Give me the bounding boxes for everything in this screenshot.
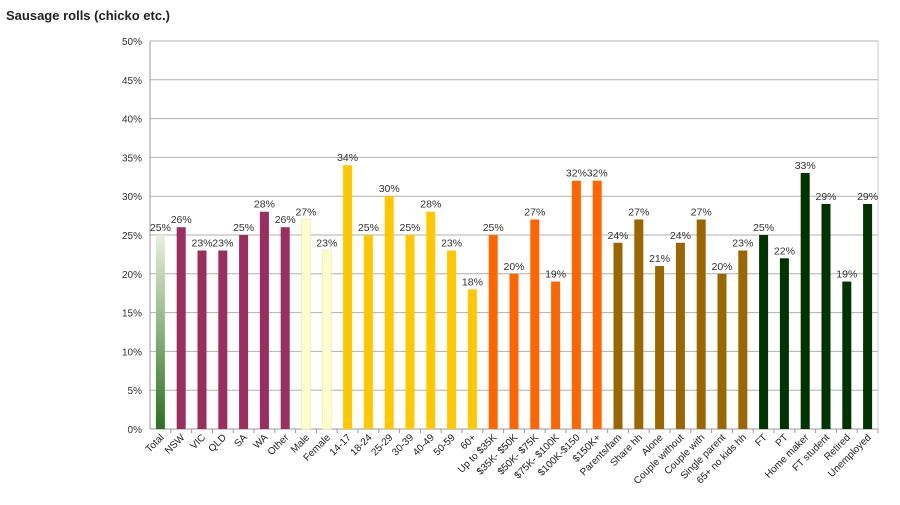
bar	[155, 235, 165, 429]
bar	[280, 227, 290, 429]
data-label: 25%	[233, 222, 254, 234]
x-tick-label: QLD	[207, 432, 229, 454]
x-tick-label: 25-29	[369, 432, 395, 458]
data-label: 24%	[607, 230, 628, 242]
data-label: 27%	[628, 206, 649, 218]
bar	[634, 219, 644, 429]
x-tick-label: NSW	[163, 432, 188, 457]
x-tick-label: Other	[266, 432, 292, 458]
bar	[821, 203, 831, 429]
x-tick-label: SA	[233, 432, 250, 449]
y-tick-label: 40%	[122, 115, 142, 126]
data-label: 28%	[420, 199, 441, 211]
bar	[384, 196, 394, 429]
data-label: 26%	[275, 214, 296, 226]
data-label: 29%	[857, 191, 878, 203]
bar	[613, 242, 623, 429]
data-label: 22%	[774, 245, 795, 257]
bar	[447, 250, 457, 429]
bar	[426, 211, 436, 429]
data-label: 25%	[399, 222, 420, 234]
data-label: 34%	[337, 152, 358, 164]
bar	[779, 258, 789, 429]
x-tick-label: 40-49	[411, 432, 437, 458]
bar	[259, 211, 269, 429]
bar	[592, 180, 602, 429]
data-label: 32%	[587, 168, 608, 180]
data-label: 28%	[254, 199, 275, 211]
data-label: 23%	[212, 238, 233, 250]
x-tick-label: 18-24	[349, 432, 375, 458]
y-tick-label: 35%	[122, 153, 142, 164]
bar	[696, 219, 706, 429]
bar	[842, 281, 852, 429]
bar	[176, 227, 186, 429]
data-label: 20%	[711, 261, 732, 273]
data-label: 33%	[795, 160, 816, 172]
data-label: 23%	[732, 238, 753, 250]
bar	[509, 273, 519, 429]
bar	[218, 250, 228, 429]
bar	[863, 203, 873, 429]
y-tick-label: 25%	[122, 231, 142, 242]
data-label: 24%	[670, 230, 691, 242]
bar	[759, 235, 769, 429]
data-label: 27%	[295, 206, 316, 218]
bar	[800, 172, 810, 430]
y-tick-label: 45%	[122, 76, 142, 87]
data-label: 29%	[815, 191, 836, 203]
y-tick-label: 30%	[122, 192, 142, 203]
data-label: 20%	[503, 261, 524, 273]
data-label: 32%	[566, 168, 587, 180]
data-label: 25%	[483, 222, 504, 234]
data-label: 19%	[836, 269, 857, 281]
y-tick-label: 20%	[122, 270, 142, 281]
bar	[405, 235, 415, 429]
bar	[738, 250, 748, 429]
data-label: 19%	[545, 269, 566, 281]
data-label: 25%	[358, 222, 379, 234]
data-label: 25%	[150, 222, 171, 234]
y-tick-label: 0%	[128, 425, 143, 436]
bar	[467, 289, 477, 429]
x-tick-label: Total	[144, 432, 167, 455]
x-tick-label: VIC	[189, 432, 209, 452]
bar	[197, 250, 207, 429]
bar	[655, 266, 665, 429]
bar	[363, 235, 373, 429]
data-label: 21%	[649, 253, 670, 265]
data-label: 27%	[524, 206, 545, 218]
data-label: 18%	[462, 276, 483, 288]
bar	[530, 219, 540, 429]
data-label: 27%	[691, 206, 712, 218]
bar	[551, 281, 561, 429]
bar	[301, 219, 311, 430]
bar	[488, 235, 498, 429]
bar	[239, 235, 249, 429]
data-label: 23%	[191, 238, 212, 250]
y-tick-label: 5%	[128, 386, 143, 397]
y-tick-label: 10%	[122, 347, 142, 358]
y-tick-label: 50%	[122, 37, 142, 48]
x-tick-label: 30-39	[390, 432, 416, 458]
data-label: 26%	[171, 214, 192, 226]
y-tick-label: 15%	[122, 309, 142, 320]
x-tick-label: 14-17	[328, 432, 354, 458]
data-label: 23%	[441, 238, 462, 250]
data-label: 25%	[753, 222, 774, 234]
chart-title: Sausage rolls (chicko etc.)	[6, 8, 171, 23]
bar	[321, 250, 332, 430]
data-label: 30%	[379, 183, 400, 195]
bar	[675, 242, 685, 429]
bar	[571, 180, 581, 429]
bar	[717, 273, 727, 429]
bar	[343, 165, 353, 429]
data-label: 23%	[316, 238, 337, 250]
x-tick-label: FT	[753, 432, 769, 448]
x-tick-label: 50-59	[432, 432, 458, 458]
